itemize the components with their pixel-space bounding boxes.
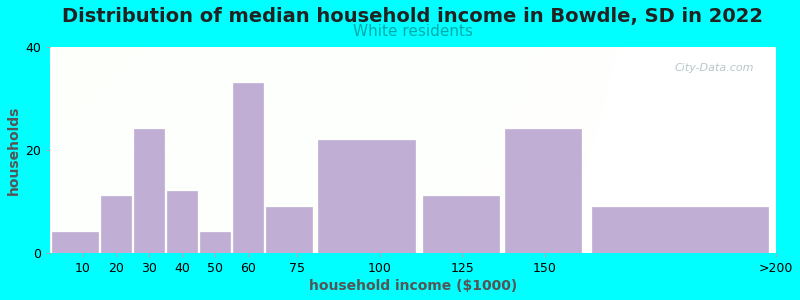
Bar: [233, 83, 263, 253]
Text: City-Data.com: City-Data.com: [674, 63, 754, 74]
Bar: [318, 140, 415, 253]
Text: White residents: White residents: [353, 24, 473, 39]
Bar: [266, 206, 312, 253]
Bar: [200, 232, 230, 253]
Bar: [423, 196, 498, 253]
Bar: [506, 129, 582, 253]
Bar: [167, 191, 197, 253]
Bar: [101, 196, 131, 253]
X-axis label: household income ($1000): household income ($1000): [309, 279, 517, 293]
Bar: [134, 129, 164, 253]
Y-axis label: households: households: [7, 105, 21, 195]
Bar: [52, 232, 98, 253]
Title: Distribution of median household income in Bowdle, SD in 2022: Distribution of median household income …: [62, 7, 763, 26]
Bar: [592, 206, 768, 253]
